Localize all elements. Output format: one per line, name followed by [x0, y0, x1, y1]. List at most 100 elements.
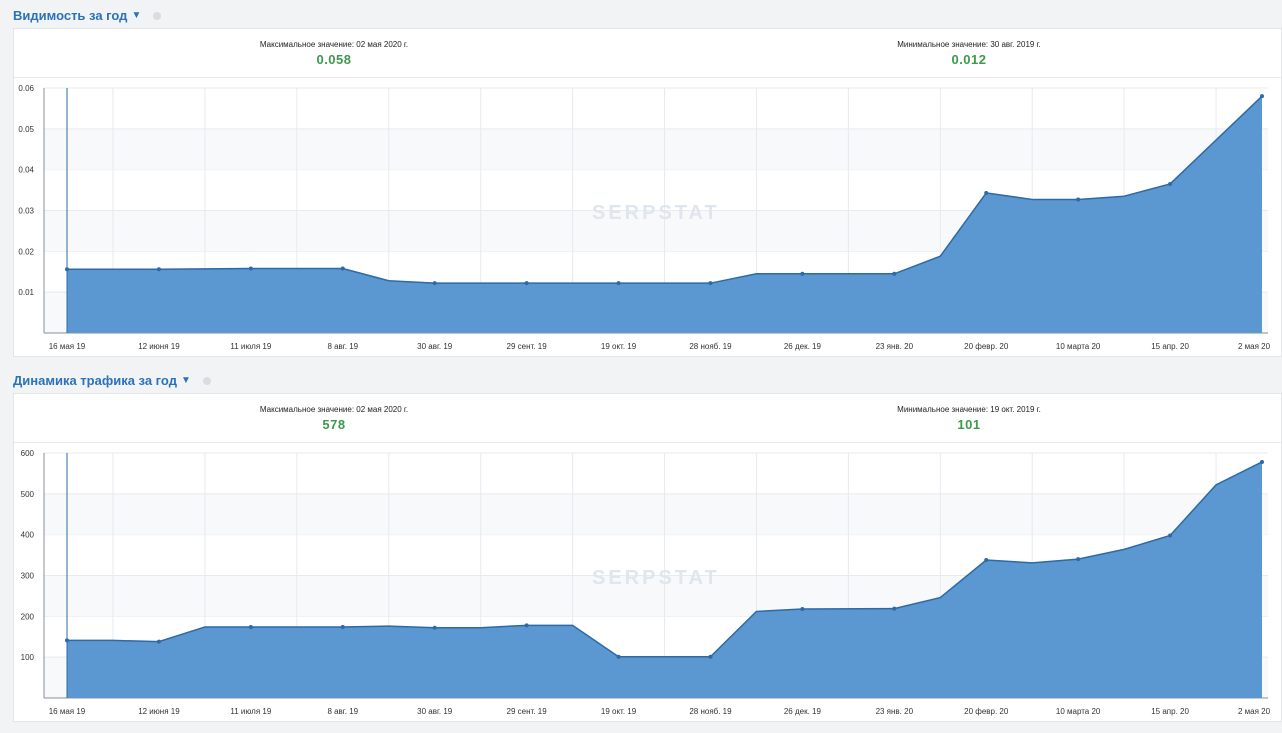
visibility-xtick-label: 30 авг. 19 — [417, 342, 453, 351]
visibility-xtick-label: 11 июля 19 — [230, 342, 271, 351]
visibility-xtick-label: 19 окт. 19 — [601, 342, 637, 351]
traffic-point — [248, 624, 253, 629]
traffic-point — [1260, 459, 1264, 464]
visibility-chart: 0.01 0.02 0.03 0.04 0.05 0.06 16 мая 19 12 июня… — [18, 84, 1271, 351]
visibility-point — [432, 281, 437, 286]
visibility-ytick-label: 0.05 — [18, 125, 34, 134]
visibility-max-value: 0.058 — [316, 52, 352, 67]
traffic-min-stat: Минимальное значение: 19 окт. 2019 г. 10… — [819, 405, 1119, 432]
info-icon[interactable] — [153, 11, 162, 20]
traffic-ytick-label: 500 — [21, 490, 35, 499]
visibility-point — [892, 271, 897, 276]
traffic-panel: Максимальное значение: 02 мая 2020 г. 57… — [13, 393, 1282, 722]
traffic-min-label: Минимальное значение: 19 окт. 2019 г. — [897, 405, 1041, 414]
traffic-xtick-label: 30 авг. 19 — [417, 707, 453, 716]
traffic-point — [524, 623, 529, 628]
traffic-line — [67, 461, 1263, 658]
traffic-xtick-label: 23 янв. 20 — [876, 707, 914, 716]
visibility-point — [1260, 94, 1264, 99]
visibility-min-label: Минимальное значение: 30 авг. 2019 г. — [897, 40, 1041, 49]
traffic-xtick-label: 2 мая 20 — [1238, 707, 1271, 716]
visibility-xtick-label: 12 июня 19 — [138, 342, 180, 351]
traffic-title: Динамика трафика за год — [13, 373, 177, 388]
traffic-ytick-label: 400 — [21, 531, 35, 540]
visibility-point — [156, 267, 161, 272]
visibility-xtick-label: 10 марта 20 — [1056, 342, 1101, 351]
visibility-xtick-label: 16 мая 19 — [49, 342, 86, 351]
visibility-watermark: SERPSTAT — [592, 202, 720, 224]
traffic-xtick-label: 8 авг. 19 — [327, 707, 358, 716]
traffic-point — [1168, 533, 1173, 538]
traffic-point — [984, 557, 989, 562]
traffic-xtick-label: 26 дек. 19 — [784, 707, 822, 716]
visibility-point — [984, 190, 989, 195]
chevron-down-icon[interactable]: ▼ — [131, 10, 142, 21]
visibility-xtick-label: 23 янв. 20 — [876, 342, 914, 351]
traffic-xtick-label: 29 сент. 19 — [507, 707, 548, 716]
traffic-point — [616, 654, 621, 659]
visibility-ytick-label: 0.04 — [18, 166, 34, 175]
traffic-xtick-label: 11 июля 19 — [230, 707, 271, 716]
traffic-chart: 100 200 300 400 500 600 16 мая 19 12 июня 19 11 … — [21, 449, 1271, 716]
traffic-point — [892, 606, 897, 611]
traffic-point — [708, 654, 713, 659]
visibility-xtick-label: 15 апр. 20 — [1151, 342, 1189, 351]
visibility-stats: Максимальное значение: 02 мая 2020 г. 0.… — [14, 29, 1281, 78]
visibility-xtick-label: 28 нояб. 19 — [689, 342, 732, 351]
traffic-max-label: Максимальное значение: 02 мая 2020 г. — [259, 405, 409, 414]
visibility-ytick-label: 0.03 — [18, 207, 34, 216]
visibility-title: Видимость за год — [13, 8, 128, 23]
traffic-min-value: 101 — [957, 417, 981, 432]
traffic-xtick-label: 12 июня 19 — [138, 707, 180, 716]
traffic-xtick-label: 16 мая 19 — [49, 707, 86, 716]
visibility-xtick-label: 26 дек. 19 — [784, 342, 822, 351]
traffic-watermark: SERPSTAT — [592, 567, 720, 589]
traffic-ytick-label: 100 — [21, 653, 35, 662]
traffic-xtick-label: 19 окт. 19 — [601, 707, 637, 716]
traffic-ytick-label: 600 — [21, 449, 35, 458]
traffic-area — [67, 461, 1262, 698]
traffic-point — [800, 606, 805, 611]
visibility-xtick-label: 2 мая 20 — [1238, 342, 1271, 351]
visibility-point — [800, 271, 805, 276]
traffic-point — [65, 638, 69, 643]
visibility-min-stat: Минимальное значение: 30 авг. 2019 г. 0.… — [819, 40, 1119, 67]
visibility-ytick-label: 0.02 — [18, 247, 34, 256]
visibility-xtick-label: 8 авг. 19 — [327, 342, 358, 351]
traffic-point — [432, 625, 437, 630]
visibility-band — [44, 128, 1268, 170]
visibility-area — [67, 96, 1262, 334]
traffic-band — [44, 493, 1268, 535]
info-icon[interactable] — [202, 376, 211, 385]
traffic-stats: Максимальное значение: 02 мая 2020 г. 57… — [14, 394, 1281, 443]
chevron-down-icon[interactable]: ▼ — [180, 375, 191, 386]
visibility-xtick-label: 29 сент. 19 — [507, 342, 548, 351]
visibility-point — [616, 281, 621, 286]
visibility-min-value: 0.012 — [951, 52, 987, 67]
traffic-section-title[interactable]: Динамика трафика за год ▼ — [13, 373, 211, 388]
traffic-ytick-label: 300 — [21, 572, 35, 581]
visibility-section-title[interactable]: Видимость за год ▼ — [13, 8, 162, 23]
traffic-xtick-label: 20 февр. 20 — [964, 707, 1009, 716]
visibility-point — [708, 281, 713, 286]
visibility-ytick-label: 0.06 — [18, 84, 34, 93]
visibility-xtick-label: 20 февр. 20 — [964, 342, 1009, 351]
visibility-panel: Максимальное значение: 02 мая 2020 г. 0.… — [13, 28, 1282, 357]
visibility-point — [340, 266, 345, 271]
traffic-xtick-label: 10 марта 20 — [1056, 707, 1101, 716]
traffic-point — [156, 639, 161, 644]
visibility-max-label: Максимальное значение: 02 мая 2020 г. — [259, 40, 409, 49]
visibility-point — [524, 281, 529, 286]
traffic-point — [1076, 557, 1081, 562]
visibility-point — [1076, 197, 1081, 202]
visibility-max-stat: Максимальное значение: 02 мая 2020 г. 0.… — [184, 40, 484, 67]
traffic-point — [340, 624, 345, 629]
traffic-max-value: 578 — [322, 417, 346, 432]
visibility-point — [248, 266, 253, 271]
traffic-ytick-label: 200 — [21, 612, 35, 621]
visibility-point — [65, 267, 69, 272]
traffic-max-stat: Максимальное значение: 02 мая 2020 г. 57… — [184, 405, 484, 432]
visibility-ytick-label: 0.01 — [18, 288, 34, 297]
traffic-xtick-label: 28 нояб. 19 — [689, 707, 732, 716]
traffic-xtick-label: 15 апр. 20 — [1151, 707, 1189, 716]
